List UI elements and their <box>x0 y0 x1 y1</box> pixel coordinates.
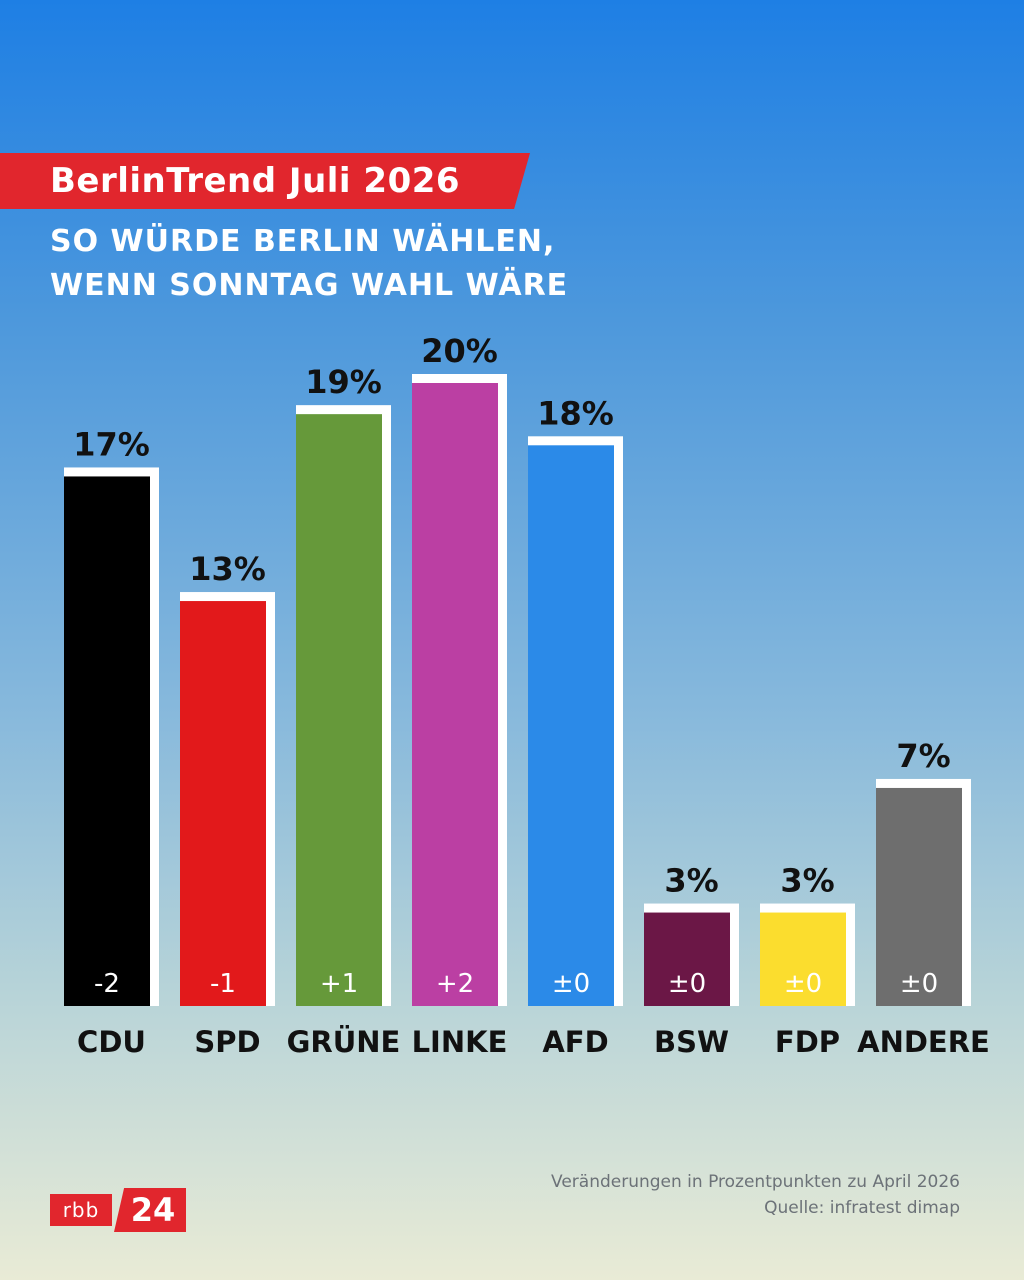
change-note: Veränderungen in Prozentpunkten zu April… <box>551 1172 960 1192</box>
source-note: Quelle: infratest dimap <box>764 1198 960 1218</box>
bar-linke <box>412 383 498 1006</box>
category-label-linke: LINKE <box>412 1025 508 1059</box>
change-label-andere: ±0 <box>900 969 938 999</box>
category-label-spd: SPD <box>194 1025 260 1059</box>
bar-afd <box>528 445 614 1006</box>
chart-title: BerlinTrend Juli 2026 <box>50 161 461 201</box>
bar-spd <box>180 601 266 1006</box>
logo-24: 24 <box>114 1188 186 1232</box>
change-label-cdu: -2 <box>94 969 120 999</box>
change-label-linke: +2 <box>436 969 474 999</box>
change-label-gruene: +1 <box>320 969 358 999</box>
logo-rbb: rbb <box>50 1194 112 1226</box>
category-label-fdp: FDP <box>775 1025 840 1059</box>
chart-subtitle-line2: WENN SONNTAG WAHL WÄRE <box>50 268 569 303</box>
value-label-bsw: 3% <box>664 862 718 900</box>
category-label-afd: AFD <box>542 1025 608 1059</box>
value-label-andere: 7% <box>896 737 950 775</box>
value-label-afd: 18% <box>537 394 614 432</box>
chart-subtitle-line1: SO WÜRDE BERLIN WÄHLEN, <box>50 224 556 259</box>
value-label-gruene: 19% <box>305 363 382 401</box>
value-label-spd: 13% <box>189 550 266 588</box>
change-label-fdp: ±0 <box>784 969 822 999</box>
bar-cdu <box>64 476 150 1006</box>
category-label-bsw: BSW <box>654 1025 729 1059</box>
rbb24-logo: rbb 24 <box>50 1188 186 1232</box>
value-label-fdp: 3% <box>780 862 834 900</box>
category-label-cdu: CDU <box>77 1025 146 1059</box>
bar-fdp <box>760 912 846 1006</box>
category-label-andere: ANDERE <box>857 1025 990 1059</box>
change-label-afd: ±0 <box>552 969 590 999</box>
category-label-gruene: GRÜNE <box>287 1025 401 1059</box>
title-banner <box>0 153 530 209</box>
change-label-bsw: ±0 <box>668 969 706 999</box>
bar-andere <box>876 787 962 1006</box>
value-label-linke: 20% <box>421 332 498 370</box>
change-label-spd: -1 <box>210 969 236 999</box>
bar-bsw <box>644 912 730 1006</box>
bar-gruene <box>296 414 382 1006</box>
value-label-cdu: 17% <box>73 425 150 463</box>
